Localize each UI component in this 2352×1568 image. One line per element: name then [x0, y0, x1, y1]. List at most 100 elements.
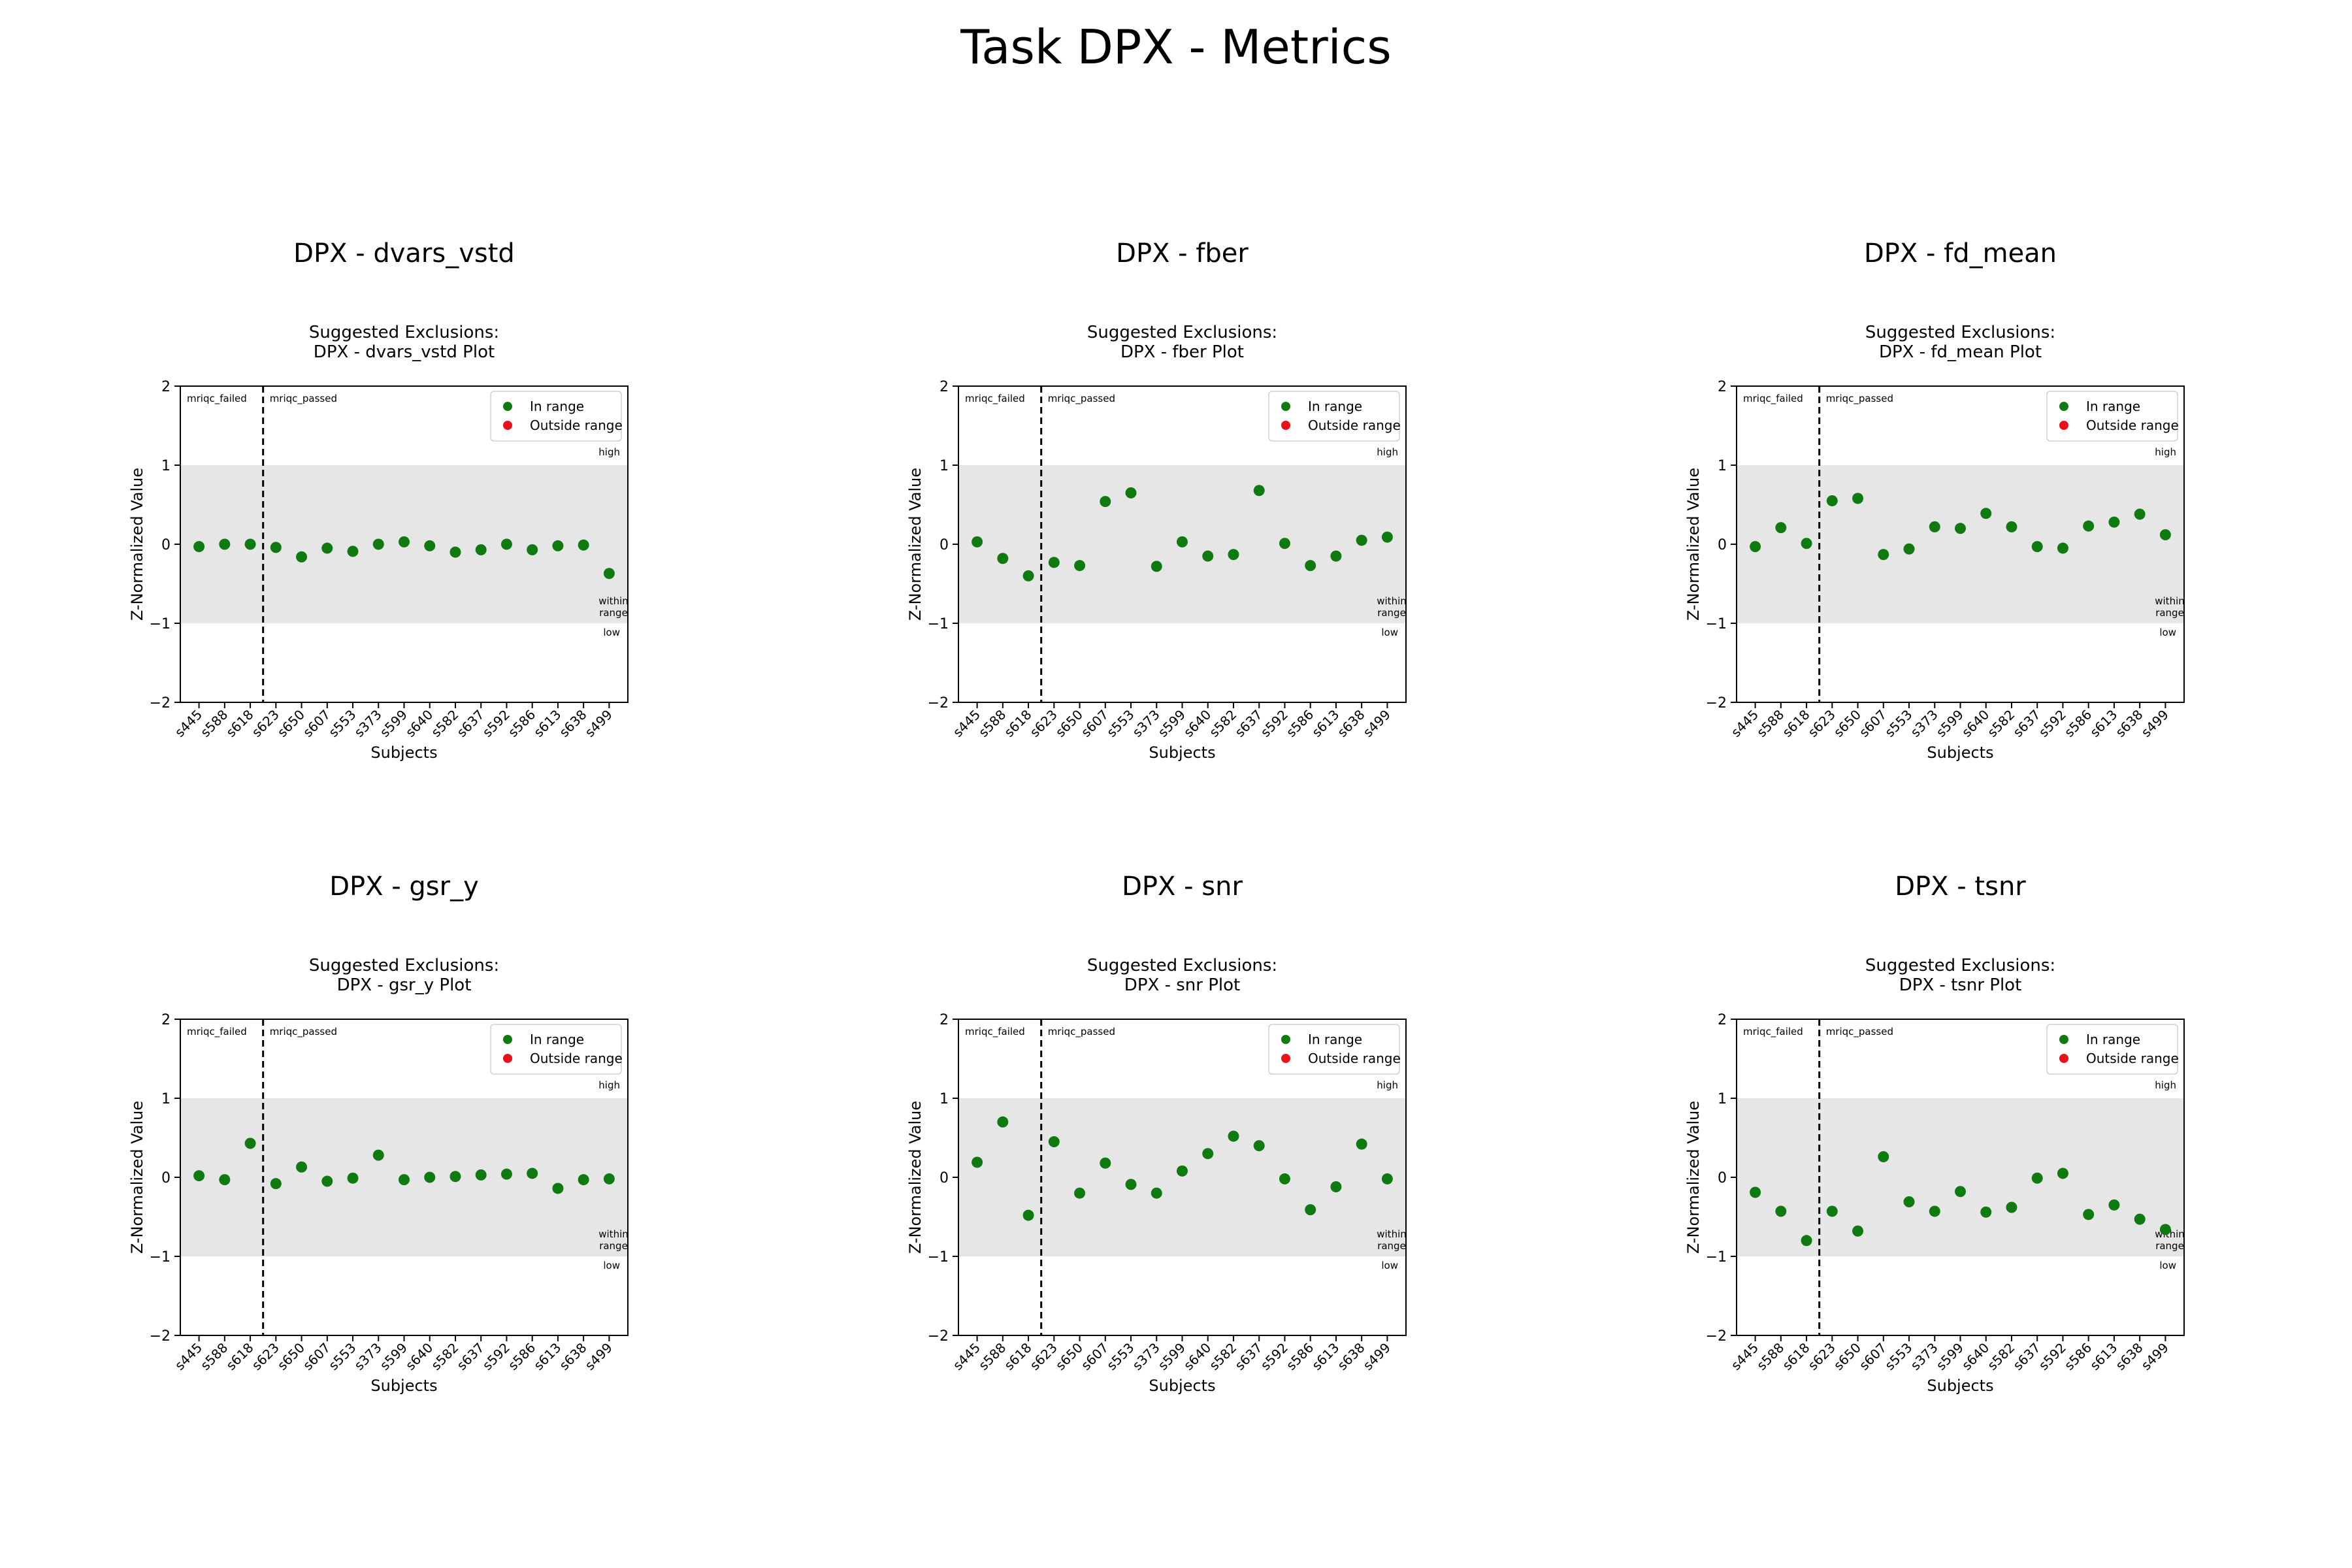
- data-point-s586: [527, 1168, 538, 1179]
- panel-title: DPX - tsnr: [1895, 872, 2026, 902]
- data-point-s499: [603, 1173, 615, 1184]
- panel-title: DPX - fber: [1116, 238, 1249, 269]
- x-tick-label: s445: [950, 707, 983, 740]
- x-tick-label: s607: [1856, 707, 1889, 740]
- x-tick-label: s640: [1959, 707, 1992, 740]
- x-tick-label: s588: [975, 1340, 1009, 1373]
- x-tick-label: s599: [1155, 707, 1188, 740]
- x-tick-label: s638: [2112, 707, 2146, 740]
- y-tick-label: 2: [939, 1012, 949, 1028]
- y-tick-label: −1: [928, 1249, 949, 1266]
- x-tick-label: s637: [1232, 1340, 1265, 1373]
- region-label-passed: mriqc_passed: [270, 393, 337, 405]
- panel-title: DPX - fd_mean: [1864, 238, 2057, 269]
- data-point-s373: [1929, 1205, 1940, 1217]
- legend-label: In range: [1308, 399, 1362, 414]
- data-point-s650: [1852, 493, 1864, 504]
- within-range-band: [958, 1098, 1406, 1256]
- data-point-s638: [578, 1174, 589, 1186]
- x-tick-label: s592: [2036, 1340, 2069, 1373]
- band-label-high: high: [598, 446, 620, 458]
- x-tick-label: s445: [172, 707, 205, 740]
- y-tick-label: 2: [161, 1012, 171, 1028]
- x-tick-label: s586: [2061, 707, 2095, 740]
- legend-marker: [1281, 1035, 1290, 1044]
- legend-box: [1268, 1024, 1400, 1075]
- x-axis-label: Subjects: [370, 743, 437, 762]
- x-tick-label: s599: [1933, 707, 1967, 740]
- data-point-s613: [1330, 550, 1342, 562]
- band-label-high: high: [598, 1079, 620, 1091]
- data-point-s373: [1151, 1187, 1162, 1199]
- data-point-s640: [424, 1171, 436, 1183]
- x-tick-label: s618: [223, 1340, 256, 1373]
- data-point-s582: [2006, 521, 2017, 532]
- legend-label: Outside range: [530, 1051, 623, 1066]
- x-tick-label: s553: [1103, 1340, 1137, 1373]
- panel-6: DPX - tsnr Suggested Exclusions:DPX - tsn…: [1684, 872, 2185, 1395]
- data-point-s607: [321, 542, 333, 554]
- data-point-s553: [1125, 1179, 1137, 1190]
- x-tick-label: s599: [377, 707, 410, 740]
- data-point-s599: [1177, 536, 1188, 547]
- data-point-s445: [1750, 1186, 1761, 1198]
- x-tick-label: s582: [1206, 707, 1239, 740]
- data-point-s607: [1100, 496, 1111, 508]
- region-label-passed: mriqc_passed: [1826, 1026, 1893, 1038]
- panel-subtitle-line-2: DPX - tsnr Plot: [1899, 975, 2022, 995]
- legend-label: In range: [2086, 399, 2140, 414]
- data-point-s650: [296, 551, 308, 563]
- x-tick-label: s373: [351, 1340, 384, 1373]
- data-point-s586: [1305, 1204, 1316, 1216]
- y-tick-label: 0: [939, 1170, 949, 1186]
- x-tick-label: s613: [531, 707, 564, 740]
- data-point-s618: [1022, 1209, 1034, 1221]
- x-tick-label: s588: [975, 707, 1009, 740]
- panel-5: DPX - snr Suggested Exclusions:DPX - snr …: [906, 872, 1407, 1395]
- x-tick-label: s650: [1053, 1340, 1086, 1373]
- data-point-s650: [1852, 1225, 1864, 1237]
- band-label-range: range: [2155, 1240, 2184, 1252]
- x-tick-label: s638: [556, 707, 589, 740]
- data-point-s618: [1022, 570, 1034, 581]
- data-point-s592: [2057, 542, 2068, 554]
- legend-label: Outside range: [530, 417, 623, 433]
- x-tick-label: s613: [1309, 1340, 1342, 1373]
- band-label-range: range: [599, 1240, 628, 1252]
- x-tick-label: s607: [1078, 707, 1111, 740]
- x-tick-label: s586: [505, 707, 538, 740]
- y-tick-label: −2: [150, 695, 171, 711]
- x-tick-label: s592: [1258, 1340, 1291, 1373]
- data-point-s499: [2159, 1224, 2171, 1235]
- x-tick-label: s499: [1360, 1340, 1394, 1373]
- data-point-s638: [578, 539, 589, 551]
- data-point-s623: [1826, 495, 1838, 506]
- legend-label: In range: [530, 1032, 584, 1047]
- data-point-s499: [1381, 1173, 1393, 1184]
- data-point-s650: [1074, 1187, 1086, 1199]
- within-range-band: [1737, 1098, 2184, 1256]
- legend-label: In range: [2086, 1032, 2140, 1047]
- data-point-s553: [1125, 487, 1137, 498]
- x-tick-label: s592: [480, 1340, 513, 1373]
- legend-box: [1268, 391, 1400, 442]
- legend-marker: [503, 1035, 512, 1044]
- x-tick-label: s650: [274, 1340, 308, 1373]
- legend-box: [2046, 1024, 2178, 1075]
- data-point-s588: [1775, 522, 1787, 534]
- x-tick-label: s640: [1181, 707, 1214, 740]
- data-point-s373: [372, 1149, 384, 1161]
- x-tick-label: s650: [274, 707, 308, 740]
- x-tick-label: s586: [1283, 707, 1316, 740]
- region-label-failed: mriqc_failed: [187, 393, 247, 405]
- data-point-s640: [1980, 508, 1992, 519]
- data-point-s607: [1878, 1151, 1889, 1163]
- data-point-s650: [1074, 560, 1086, 572]
- y-axis-label: Z-Normalized Value: [128, 1101, 146, 1254]
- data-point-s592: [500, 538, 512, 550]
- data-point-s553: [347, 546, 359, 557]
- panel-subtitle-line-1: Suggested Exclusions:: [309, 323, 499, 342]
- x-tick-label: s553: [1103, 707, 1137, 740]
- panel-1: DPX - dvars_vstd Suggested Exclusions:DPX…: [128, 238, 629, 762]
- panel-subtitle-line-2: DPX - fber Plot: [1120, 342, 1244, 362]
